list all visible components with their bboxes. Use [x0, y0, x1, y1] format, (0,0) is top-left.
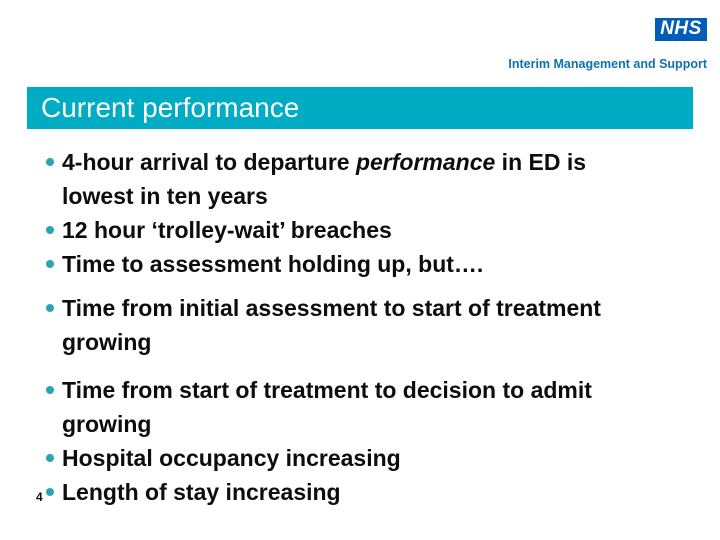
bullet-text-segment: 4-hour arrival to departure — [62, 149, 356, 175]
bullet-text: Time to assessment holding up, but…. — [62, 251, 484, 277]
bullet-text: Time from initial assessment to start of… — [62, 295, 601, 355]
bullet-item: Hospital occupancy increasing — [40, 441, 630, 475]
brand-tagline: Interim Management and Support — [508, 57, 707, 71]
slide-title: Current performance — [41, 92, 300, 123]
bullet-icon — [46, 304, 54, 312]
bullet-text: Hospital occupancy increasing — [62, 445, 401, 471]
bullet-item: Time from initial assessment to start of… — [40, 291, 630, 359]
bullet-text: 4-hour arrival to departure performance … — [62, 149, 586, 209]
bullet-icon — [46, 488, 54, 496]
nhs-logo-text: NHS — [660, 18, 702, 39]
bullet-text: Length of stay increasing — [62, 479, 341, 505]
bullet-text-segment: in ED is lowest in ten years — [62, 149, 587, 209]
page-number: 4 — [36, 490, 43, 504]
bullet-icon — [46, 226, 54, 234]
nhs-logo: NHS — [655, 18, 707, 41]
bullet-icon — [46, 158, 54, 166]
slide-title-bar: Current performance — [27, 87, 693, 129]
bullet-icon — [46, 260, 54, 268]
bullet-item: Time from start of treatment to decision… — [40, 373, 630, 441]
bullet-item: Length of stay increasing — [40, 475, 630, 509]
bullet-text: 12 hour ‘trolley-wait’ breaches — [62, 217, 392, 243]
bullet-item: 4-hour arrival to departure performance … — [40, 145, 630, 213]
bullet-icon — [46, 454, 54, 462]
bullet-list: 4-hour arrival to departure performance … — [40, 145, 630, 509]
bullet-text: Time from start of treatment to decision… — [62, 377, 592, 437]
bullet-icon — [46, 386, 54, 394]
bullet-text-segment-italic: performance — [355, 149, 496, 175]
bullet-item: Time to assessment holding up, but…. — [40, 247, 630, 281]
bullet-item: 12 hour ‘trolley-wait’ breaches — [40, 213, 630, 247]
